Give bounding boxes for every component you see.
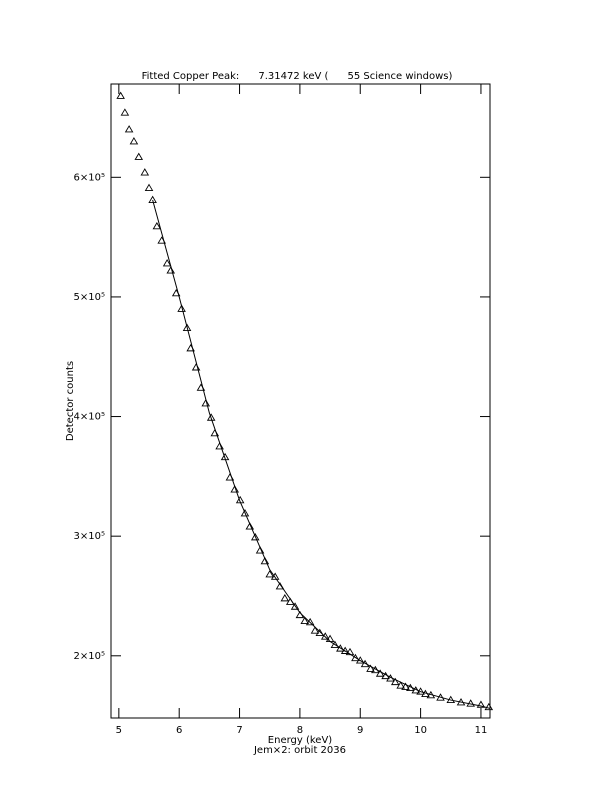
- subtitle: Jem×2: orbit 2036: [253, 745, 346, 756]
- data-point: [375, 669, 385, 677]
- y-tick-label: 4×10⁵: [74, 412, 105, 423]
- data-point: [140, 168, 150, 176]
- data-point: [340, 646, 350, 654]
- data-point: [230, 485, 240, 493]
- data-point: [466, 699, 475, 707]
- data-point: [245, 522, 255, 530]
- data-point: [345, 647, 355, 656]
- x-tick-label: 8: [297, 725, 303, 736]
- x-tick-label: 9: [357, 725, 363, 736]
- data-point: [484, 702, 494, 711]
- data-point: [177, 304, 186, 312]
- y-tick-label: 3×10⁵: [74, 531, 105, 542]
- fit-line: [152, 199, 491, 709]
- data-point: [300, 616, 310, 625]
- y-tick-label: 6×10⁵: [74, 172, 105, 183]
- data-point: [330, 640, 340, 648]
- x-tick-label: 11: [475, 725, 488, 736]
- data-point: [401, 682, 410, 690]
- data-point: [476, 700, 486, 708]
- data-point: [351, 653, 360, 662]
- data-point: [201, 398, 211, 407]
- data-point: [320, 632, 330, 640]
- data-point: [166, 266, 176, 274]
- y-tick-label: 2×10⁵: [74, 651, 105, 662]
- data-point: [390, 677, 400, 686]
- plot-frame: [110, 83, 491, 719]
- data-point: [206, 413, 216, 421]
- data-point: [275, 582, 285, 590]
- data-point: [240, 509, 250, 517]
- data-point: [116, 91, 125, 99]
- x-tick-label: 7: [236, 725, 242, 736]
- data-point: [270, 572, 280, 580]
- data-point: [182, 323, 192, 331]
- data-point: [280, 593, 290, 602]
- data-point: [310, 626, 320, 634]
- y-axis-label: Detector counts: [65, 361, 76, 441]
- data-point: [315, 628, 325, 637]
- x-tick-label: 5: [116, 725, 122, 736]
- data-point: [265, 570, 275, 578]
- data-point: [260, 556, 270, 565]
- data-point: [355, 656, 365, 664]
- data-point: [290, 602, 300, 610]
- data-point: [255, 546, 265, 554]
- x-tick-label: 10: [414, 725, 427, 736]
- data-point: [134, 152, 144, 160]
- x-tick-label: 6: [176, 725, 182, 736]
- data-point: [124, 125, 134, 133]
- data-point: [305, 617, 315, 626]
- data-point: [129, 137, 139, 145]
- data-point: [162, 259, 172, 267]
- data-point: [336, 644, 345, 652]
- data-point: [148, 195, 157, 203]
- x-axis-label: Energy (keV): [268, 735, 333, 746]
- y-tick-label: 5×10⁵: [74, 292, 105, 303]
- data-point: [120, 108, 130, 116]
- data-point: [366, 664, 375, 672]
- data-point: [144, 183, 154, 192]
- data-point: [215, 442, 224, 450]
- data-point: [250, 532, 260, 541]
- chart-title: Fitted Copper Peak: 7.31472 keV ( 55 Sci…: [142, 71, 453, 82]
- data-point: [396, 681, 405, 689]
- data-point: [152, 221, 162, 230]
